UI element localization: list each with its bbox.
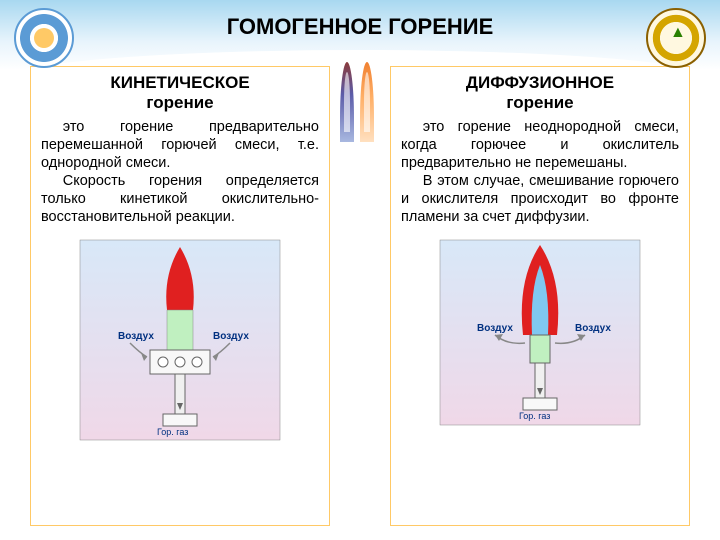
gas-label: Гор. газ xyxy=(157,427,188,437)
diffusion-figure: Воздух Воздух Гор. газ xyxy=(401,235,679,430)
center-flame-blue xyxy=(340,62,354,142)
diffusion-text: это горение неоднородной смеси, когда го… xyxy=(401,118,679,227)
air-label-left: Воздух xyxy=(118,331,154,342)
kinetic-column: КИНЕТИЧЕСКОЕ горение это горение предвар… xyxy=(30,66,330,526)
main-title: ГОМОГЕННОЕ ГОРЕНИЕ xyxy=(0,14,720,40)
air-label-right-r: Воздух xyxy=(575,323,611,334)
diffusion-p1: это горение неоднородной смеси, когда го… xyxy=(401,118,679,172)
kinetic-p2: Скорость горения определяется только кин… xyxy=(41,172,319,226)
diffusion-flame-diagram: Воздух Воздух Гор. газ xyxy=(435,235,645,430)
kinetic-p1: это горение предварительно перемешанной … xyxy=(41,118,319,172)
kinetic-heading-line2: горение xyxy=(146,93,213,112)
gas-label-r: Гор. газ xyxy=(519,411,550,421)
diffusion-column: ДИФФУЗИОННОЕ горение это горение неоднор… xyxy=(390,66,690,526)
kinetic-figure: Воздух Воздух Гор. газ xyxy=(41,235,319,445)
kinetic-heading: КИНЕТИЧЕСКОЕ горение xyxy=(41,73,319,114)
diffusion-heading: ДИФФУЗИОННОЕ горение xyxy=(401,73,679,114)
center-flame-orange xyxy=(360,62,374,142)
diffusion-heading-line2: горение xyxy=(506,93,573,112)
center-flame-divider xyxy=(340,62,380,162)
kinetic-text: это горение предварительно перемешанной … xyxy=(41,118,319,227)
diffusion-p2: В этом случае, смешивание горючего и оки… xyxy=(401,172,679,226)
air-label-right: Воздух xyxy=(213,331,249,342)
kinetic-heading-line1: КИНЕТИЧЕСКОЕ xyxy=(110,73,249,92)
kinetic-flame-diagram: Воздух Воздух Гор. газ xyxy=(75,235,285,445)
air-label-left-r: Воздух xyxy=(477,323,513,334)
diffusion-heading-line1: ДИФФУЗИОННОЕ xyxy=(466,73,614,92)
